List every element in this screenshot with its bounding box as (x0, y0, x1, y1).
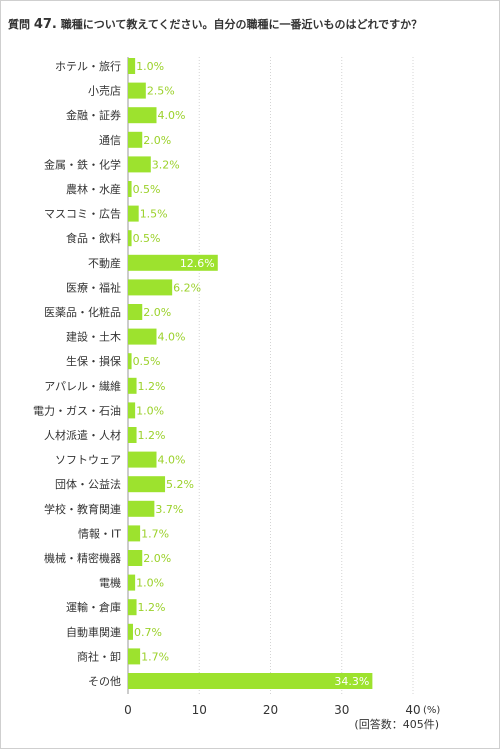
bar (128, 427, 137, 443)
category-label: 団体・公益法 (55, 477, 121, 491)
category-label: 自動車関連 (66, 625, 121, 639)
value-label: 1.0% (136, 60, 164, 73)
category-label: 商社・卸 (77, 649, 121, 663)
value-label: 4.0% (158, 331, 186, 344)
bars (128, 58, 373, 689)
category-label: ソフトウェア (55, 454, 121, 467)
x-tick-label: 10 (192, 703, 207, 717)
value-label: 0.5% (133, 183, 161, 196)
x-tick-label: 20 (263, 703, 278, 717)
category-label: 情報・IT (78, 527, 121, 540)
bar (128, 156, 151, 173)
category-label: 運輸・倉庫 (66, 600, 121, 614)
category-label: 機械・精密機器 (44, 551, 121, 565)
category-labels: ホテル・旅行小売店金融・証券通信金属・鉄・化学農林・水産マスコミ・広告食品・飲料… (33, 59, 121, 688)
bar (128, 402, 136, 419)
bar (128, 623, 133, 640)
bar (128, 377, 137, 394)
bar (128, 574, 136, 591)
bar (128, 82, 146, 99)
value-label: 0.5% (133, 355, 161, 368)
value-label: 1.5% (140, 208, 168, 221)
category-label: 医薬品・化粧品 (44, 305, 121, 319)
value-label: 12.6% (180, 257, 215, 270)
bar (128, 181, 132, 197)
bar (128, 205, 139, 222)
category-label: 建設・土木 (66, 330, 121, 344)
bar (128, 451, 157, 468)
value-label: 2.0% (143, 306, 171, 319)
value-label: 34.3% (334, 675, 369, 688)
bar (128, 476, 166, 493)
x-tick-label: 0 (124, 703, 132, 717)
category-label: 小売店 (88, 84, 121, 98)
value-label: 1.2% (138, 601, 166, 614)
bar (128, 673, 373, 689)
value-label: 0.5% (133, 232, 161, 245)
bar (128, 131, 143, 148)
bar (128, 304, 143, 320)
category-label: 不動産 (88, 256, 121, 270)
value-label: 1.7% (141, 527, 169, 540)
value-label: 4.0% (158, 109, 186, 122)
category-label: アパレル・繊維 (44, 380, 121, 393)
question-title: 質問 47. 職種について教えてください。自分の職種に一番近いものはどれですか？ (8, 16, 422, 32)
value-label: 4.0% (158, 454, 186, 467)
category-label: 農林・水産 (66, 182, 121, 196)
category-label: 電力・ガス・石油 (33, 403, 121, 417)
bar (128, 254, 218, 271)
value-label: 2.0% (143, 552, 171, 565)
question-prefix: 質問 (8, 18, 34, 31)
category-label: 電機 (99, 576, 121, 590)
category-label: 生保・損保 (66, 354, 121, 368)
value-label: 6.2% (173, 281, 201, 294)
value-label: 2.0% (143, 134, 171, 147)
category-label: 医療・福祉 (66, 280, 121, 294)
category-label: 食品・飲料 (66, 231, 121, 245)
x-tick-label: 30 (334, 703, 349, 717)
question-number: 47. (33, 17, 57, 32)
value-label: 5.2% (166, 478, 194, 491)
category-label: マスコミ・広告 (44, 208, 121, 221)
grid-lines (127, 57, 414, 694)
question-text: 職種について教えてください。自分の職種に一番近いものはどれですか？ (56, 18, 423, 31)
x-axis: 0 10 20 30 40 (%)(回答数：405件) (124, 703, 440, 731)
bar (128, 279, 173, 296)
response-count-note: (回答数：405件) (354, 717, 439, 731)
category-label: 金属・鉄・化学 (44, 157, 121, 171)
value-label: 1.0% (136, 577, 164, 590)
bar (128, 550, 143, 566)
category-label: 人材派遣・人材 (44, 428, 121, 442)
value-label: 1.2% (138, 429, 166, 442)
value-label: 3.7% (155, 503, 183, 516)
category-label: 金融・証券 (66, 108, 121, 122)
bar (128, 107, 157, 124)
bar (128, 328, 157, 345)
value-label: 1.0% (136, 404, 164, 417)
unit-label: (%) (423, 705, 440, 716)
value-label: 1.7% (141, 650, 169, 663)
bar (128, 599, 137, 616)
bar (128, 500, 155, 517)
value-label: 3.2% (152, 158, 180, 171)
category-label: 学校・教育関連 (44, 502, 121, 516)
value-label: 2.5% (147, 85, 175, 98)
x-tick-label: 40 (405, 703, 420, 717)
value-label: 0.7% (134, 626, 162, 639)
category-label: その他 (88, 675, 121, 688)
bar (128, 230, 132, 247)
value-label: 1.2% (138, 380, 166, 393)
category-label: ホテル・旅行 (55, 59, 121, 73)
bar (128, 58, 136, 74)
category-label: 通信 (99, 134, 121, 147)
bar (128, 353, 132, 370)
value-labels: 1.0% 2.5% 4.0% 2.0% 3.2% 0.5% 1.5% 0.5% 12.6% 6.2… (133, 60, 370, 688)
bar (128, 648, 141, 665)
bar (128, 525, 141, 542)
